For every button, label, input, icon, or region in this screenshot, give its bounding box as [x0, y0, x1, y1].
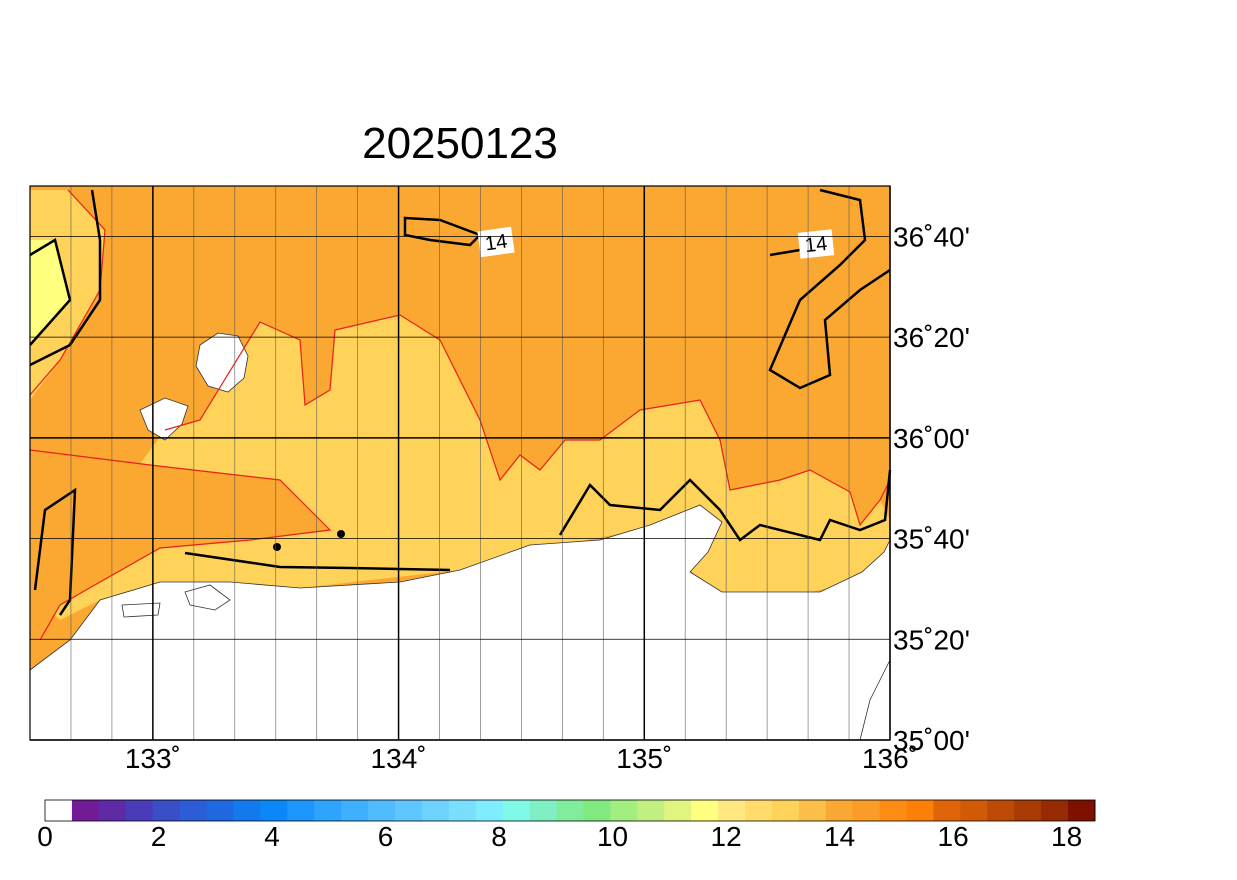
- colorbar-swatch: [314, 800, 342, 821]
- y-tick-label: 36˚40': [893, 221, 970, 252]
- colorbar-swatch: [368, 800, 396, 821]
- x-tick-label: 134˚: [371, 743, 427, 774]
- island: [139, 397, 189, 441]
- map-frame: [29, 185, 891, 741]
- colorbar-swatch: [287, 800, 315, 821]
- colorbar-swatch: [798, 800, 827, 821]
- island: [121, 602, 161, 618]
- colorbar-swatch: [1068, 800, 1096, 821]
- contours: [29, 188, 892, 641]
- colorbar-swatch: [691, 800, 719, 821]
- colorbar-swatch: [475, 800, 504, 821]
- colorbar-swatch: [771, 800, 800, 821]
- colorbar-swatch: [395, 800, 423, 821]
- colorbar-swatch: [448, 800, 477, 821]
- colorbar-swatch: [664, 800, 692, 821]
- colorbar-swatch: [556, 800, 584, 821]
- colorbar-swatch: [98, 800, 127, 821]
- colorbar-tick-label: 10: [597, 821, 628, 852]
- colorbar-swatch: [125, 800, 154, 821]
- colorbar-swatch: [260, 800, 288, 821]
- colorbar-swatch: [906, 800, 934, 821]
- colorbar-swatch: [233, 800, 261, 821]
- colorbar-frame: [44, 799, 1096, 822]
- sea-coolest: [30, 240, 70, 345]
- colorbar-swatch: [421, 800, 450, 821]
- x-tick-label: 133˚: [125, 743, 181, 774]
- colorbar-tick-label: 4: [264, 821, 280, 852]
- colorbar-swatch: [610, 800, 638, 821]
- colorbar: 0 2 4 6 8 10 12 14 16 18: [37, 799, 1096, 852]
- colorbar-tick-label: 12: [711, 821, 742, 852]
- map-fields: [29, 186, 891, 741]
- land: [29, 504, 891, 741]
- colorbar-swatch: [1041, 800, 1069, 821]
- y-tick-label: 36˚00': [893, 423, 970, 454]
- sea-cool: [40, 315, 890, 620]
- colorbar-swatch: [745, 800, 773, 821]
- colorbar-swatch: [637, 800, 665, 821]
- y-tick-label: 35˚40': [893, 524, 970, 555]
- colorbar-swatch: [933, 800, 961, 821]
- sea-warm: [30, 450, 330, 660]
- colorbar-tick-label: 14: [824, 821, 855, 852]
- colorbar-swatch: [987, 800, 1015, 821]
- colorbar-swatch: [71, 800, 100, 821]
- colorbar-swatch: [152, 800, 181, 821]
- colorbar-swatch: [502, 800, 531, 821]
- colorbar-swatch: [718, 800, 746, 821]
- y-tick-label: 36˚20': [893, 322, 970, 353]
- colorbar-swatch: [879, 800, 908, 821]
- y-tick-label: 35˚00': [893, 725, 970, 756]
- contour-label: 14: [484, 231, 509, 256]
- x-tick-label: 135˚: [616, 743, 672, 774]
- colorbar-swatch: [341, 800, 369, 821]
- island: [184, 584, 231, 611]
- colorbar-swatch: [960, 800, 988, 821]
- colorbar-tick-label: 8: [491, 821, 507, 852]
- contour-label: 14: [797, 229, 835, 259]
- x-tick-label: 136˚: [862, 743, 918, 774]
- colorbar-tick-label: 6: [378, 821, 394, 852]
- colorbar-swatch: [206, 800, 234, 821]
- contour-label: 14: [477, 226, 515, 258]
- colorbar-swatch: [825, 800, 854, 821]
- isotherm: [164, 314, 891, 527]
- colorbar-swatch: [179, 800, 208, 821]
- colorbar-swatch: [583, 800, 611, 821]
- colorbar-swatch: [1014, 800, 1042, 821]
- colorbar-tick-label: 0: [37, 821, 53, 852]
- colorbar-swatch: [529, 800, 558, 821]
- colorbar-tick-label: 18: [1051, 821, 1082, 852]
- colorbar-swatch: [852, 800, 881, 821]
- colorbar-tick-label: 16: [938, 821, 969, 852]
- colorbar-swatch: [45, 800, 73, 821]
- colorbar-tick-label: 2: [151, 821, 167, 852]
- y-tick-label: 35˚20': [893, 624, 970, 655]
- title: 20250123: [362, 119, 558, 168]
